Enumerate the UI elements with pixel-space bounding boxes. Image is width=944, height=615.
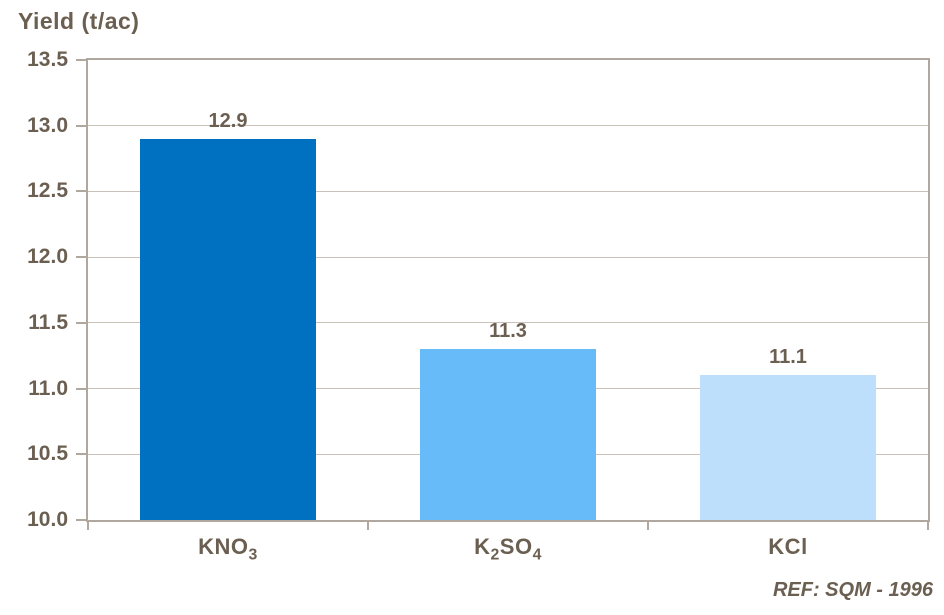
gridline: [88, 125, 928, 127]
y-axis-tick: [76, 190, 86, 193]
gridline: [88, 256, 928, 258]
x-category-label-kcl: KCl: [768, 534, 808, 559]
y-axis-tick: [76, 256, 86, 259]
y-tick-label: 10.5: [27, 442, 68, 466]
y-axis-tick: [76, 387, 86, 390]
y-tick-label: 10.0: [27, 508, 68, 531]
y-tick-label: 12.0: [27, 245, 68, 269]
x-category-label-kno3: KNO3: [198, 534, 258, 564]
reference-note: REF: SQM - 1996: [772, 579, 933, 601]
bar-value-label: 11.1: [769, 346, 807, 369]
y-tick-label: 13.5: [27, 48, 68, 71]
plot-area: 12.9 11.3 11.1: [86, 58, 930, 522]
bar-value-label: 12.9: [208, 109, 248, 132]
chart-title: Yield (t/ac): [18, 8, 140, 34]
bar-kno3: [140, 138, 316, 520]
y-axis-tick: [76, 59, 86, 61]
x-axis-tick: [927, 522, 929, 530]
y-axis-tick: [76, 519, 86, 521]
bar-kcl: [700, 375, 876, 520]
x-category-label-k2so4: K2SO4: [474, 534, 542, 564]
bar-k2so4: [420, 349, 596, 520]
gridline: [88, 322, 928, 324]
x-axis-tick: [367, 522, 369, 530]
gridline: [88, 190, 928, 192]
x-axis-tick: [647, 522, 649, 530]
bar-value-label: 11.3: [489, 320, 527, 343]
x-axis-tick: [87, 522, 89, 530]
y-axis-tick: [76, 124, 86, 127]
y-tick-label: 12.5: [27, 179, 68, 203]
y-tick-label: 11.0: [28, 376, 68, 400]
y-tick-label: 11.5: [28, 310, 68, 334]
y-tick-label: 13.0: [27, 113, 68, 137]
y-axis-tick: [76, 321, 86, 324]
y-axis-tick: [76, 453, 86, 456]
